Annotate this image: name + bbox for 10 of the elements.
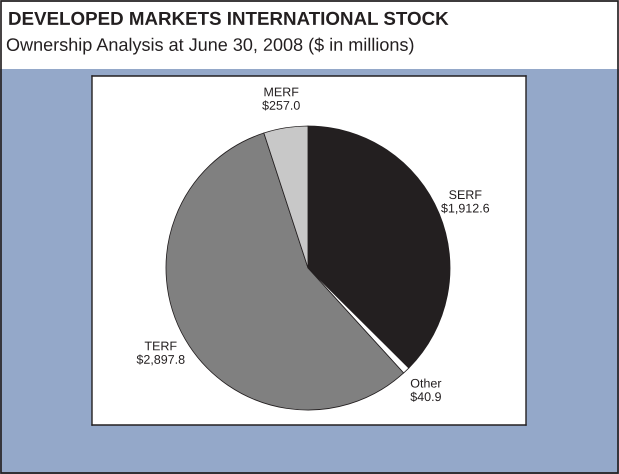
data-label: $1,912.6 xyxy=(441,203,490,214)
data-label: $2,897.8 xyxy=(136,354,185,366)
slice-label: Other xyxy=(410,378,442,388)
slice-label: SERF xyxy=(449,190,482,200)
chart-title: DEVELOPED MARKETS INTERNATIONAL STOCK xyxy=(9,12,449,26)
data-label: $257.0 xyxy=(262,100,300,111)
chart-subtitle: Ownership Analysis at June 30, 2008 ($ in millions) xyxy=(6,37,414,55)
slice-label: TERF xyxy=(144,342,177,350)
data-label: $40.9 xyxy=(410,392,441,402)
slice-label: MERF xyxy=(264,88,298,96)
